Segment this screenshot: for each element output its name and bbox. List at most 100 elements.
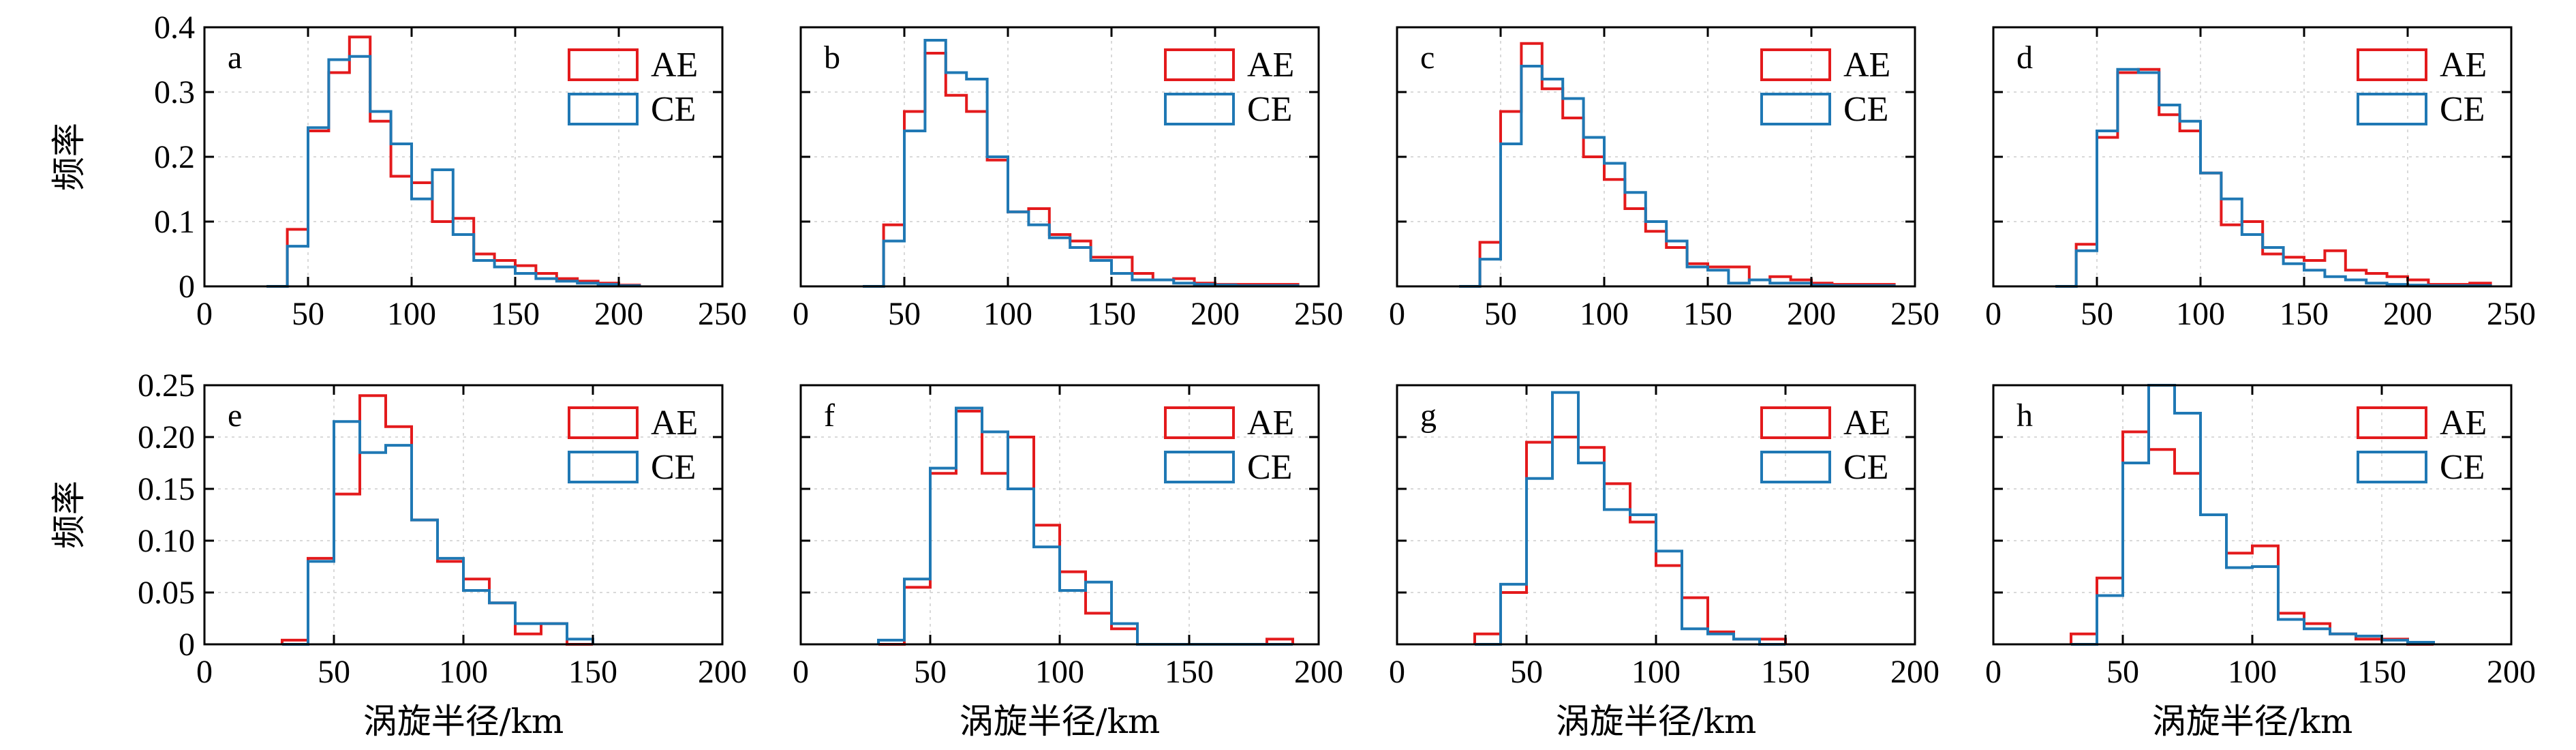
legend-swatch-ae [2357,406,2427,439]
legend-swatch-ae [568,48,639,81]
x-tick-label: 200 [594,296,643,332]
x-tick-label: 100 [1580,296,1629,332]
x-tick-label: 150 [1087,296,1136,332]
x-axis-title: 涡旋半径/km [1556,702,1757,741]
y-tick-label: 0.4 [154,10,195,46]
x-tick-label: 100 [1035,654,1084,690]
legend-label-ce: CE [2440,90,2485,129]
legend-label-ae: AE [2440,46,2487,85]
x-tick-label: 150 [2280,296,2329,332]
series-ce-step [1475,391,1785,646]
x-tick-label: 50 [888,296,921,332]
y-tick-label: 0.25 [138,368,195,404]
legend-label-ae: AE [1843,46,1890,85]
x-tick-label: 200 [2487,654,2536,690]
legend-label-ce: CE [1843,90,1888,129]
panel-letter: g [1420,397,1437,434]
legend-swatch-ae [1760,406,1831,439]
legend-label-ce: CE [1247,90,1292,129]
x-tick-label: 150 [2357,654,2406,690]
legend-swatch-ce [568,451,639,483]
series-ae-step [266,35,641,288]
y-tick-label: 0.05 [138,575,195,611]
panel-letter: h [2017,397,2033,434]
x-tick-label: 100 [983,296,1032,332]
legend-label-ae: AE [1247,404,1294,442]
series-ae-step [878,410,1294,646]
panel-g: 0 50 100 150 200 g AE CE 涡旋半径/km [1389,384,1939,741]
x-tick-label: 200 [1191,296,1240,332]
series-ce-step [266,55,641,288]
legend-label-ce: CE [1247,448,1292,487]
x-tick-label: 250 [1294,296,1343,332]
x-tick-label: 200 [1890,654,1939,690]
legend-label-ce: CE [651,90,696,129]
legend-swatch-ce [1164,451,1235,483]
x-axis-title: 涡旋半径/km [363,702,564,741]
legend-swatch-ce [1760,93,1831,125]
y-axis-title: 频率 [49,123,89,191]
x-tick-label: 50 [914,654,947,690]
x-tick-label: 0 [196,296,213,332]
x-tick-label: 50 [318,654,350,690]
y-tick-label: 0 [179,627,195,663]
y-tick-label: 0.3 [154,74,195,110]
x-tick-label: 200 [1787,296,1836,332]
legend-swatch-ae [1164,48,1235,81]
x-tick-label: 200 [1294,654,1343,690]
x-tick-label: 150 [491,296,540,332]
legend-swatch-ae [1164,406,1235,439]
series-ae-step [863,52,1300,288]
y-tick-label: 0.15 [138,471,195,507]
x-tick-label: 150 [1165,654,1214,690]
x-tick-label: 50 [292,296,324,332]
x-tick-label: 100 [2228,654,2277,690]
legend-label-ae: AE [651,404,698,442]
panel-h: 0 50 100 150 200 h AE CE 涡旋半径/km [1985,384,2536,741]
x-tick-label: 100 [387,296,436,332]
panel-letter: a [228,40,242,76]
x-tick-label: 150 [568,654,617,690]
y-tick-label: 0.1 [154,204,195,240]
series-ae-step [2055,68,2492,288]
legend-swatch-ce [1760,451,1831,483]
series-ce-step [282,420,594,646]
x-tick-label: 150 [1761,654,1810,690]
x-tick-label: 250 [1890,296,1939,332]
y-axis-title: 频率 [49,481,89,549]
panel-c: 0 50 100 150 200 250 c AE CE [1389,26,1939,332]
x-axis-title: 涡旋半径/km [2152,702,2353,741]
x-tick-label: 200 [698,654,747,690]
x-tick-label: 250 [2487,296,2536,332]
panel-letter: d [2017,40,2033,76]
legend-label-ce: CE [2440,448,2485,487]
legend-swatch-ce [2357,93,2427,125]
x-tick-label: 0 [1985,654,2002,690]
legend-swatch-ce [2357,451,2427,483]
y-tick-label: 0.20 [138,419,195,455]
legend-label-ae: AE [1247,46,1294,85]
panel-letter: f [824,397,835,434]
x-tick-label: 0 [1389,296,1405,332]
legend-swatch-ce [1164,93,1235,125]
panel-e: 0 50 100 150 200 0 0.05 0.10 0.15 0.20 0.25 e AE CE 频率… [49,368,747,741]
x-tick-label: 250 [698,296,747,332]
y-tick-label: 0 [179,269,195,305]
x-tick-label: 100 [1631,654,1681,690]
x-tick-label: 150 [1683,296,1732,332]
legend-label-ae: AE [1843,404,1890,442]
panel-f: 0 50 100 150 200 f AE CE 涡旋半径/km [793,384,1343,741]
legend-label-ae: AE [2440,404,2487,442]
x-tick-label: 100 [2176,296,2225,332]
x-tick-label: 50 [1484,296,1517,332]
legend-swatch-ce [568,93,639,125]
panel-a: 0 50 100 150 200 250 0 0.1 0.2 0.3 0.4 a AE CE 频率 [49,10,747,332]
panel-letter: c [1420,40,1435,76]
x-tick-label: 200 [2383,296,2432,332]
legend-swatch-ae [568,406,639,439]
x-tick-label: 0 [196,654,213,690]
legend-swatch-ae [2357,48,2427,81]
panel-letter: e [228,397,242,434]
legend-label-ce: CE [651,448,696,487]
